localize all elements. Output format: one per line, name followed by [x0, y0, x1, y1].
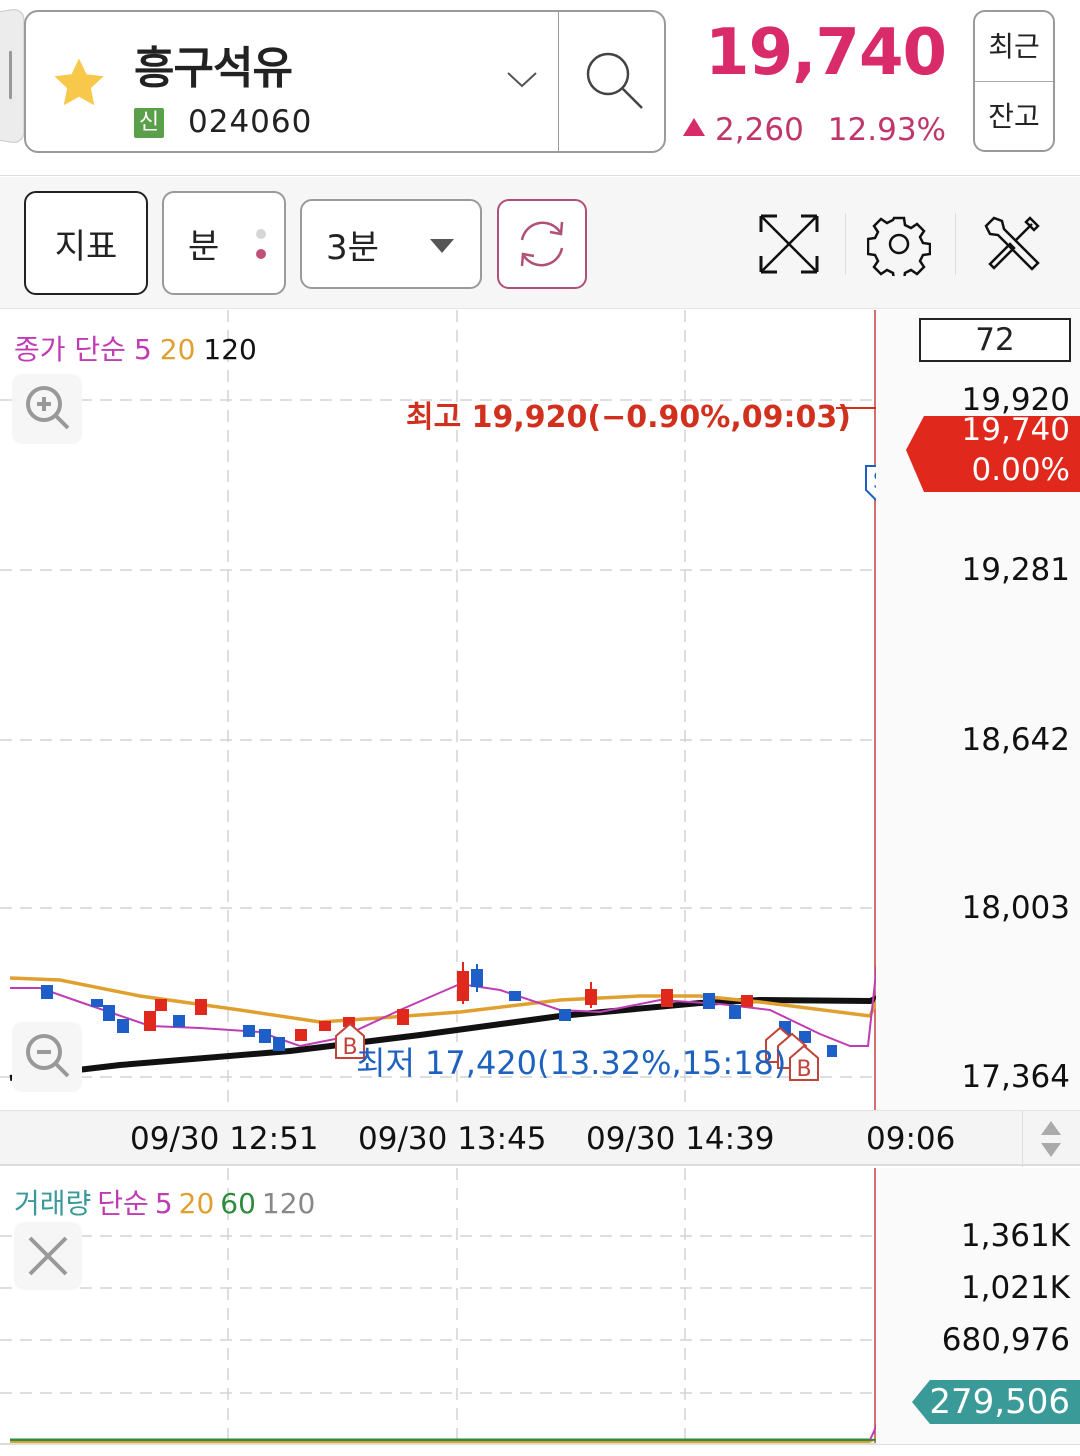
zoom-out-icon [26, 1034, 70, 1078]
y-tick: 19,920 [961, 382, 1070, 418]
current-price-tag-value: 19,740 [961, 412, 1070, 448]
refresh-icon [520, 221, 564, 267]
chart-toolbar: 지표 분 3분 [0, 177, 1080, 309]
y-tick: 18,642 [961, 722, 1070, 758]
expand-icon[interactable] [757, 212, 821, 276]
current-volume-value: 279,506 [929, 1382, 1070, 1422]
volume-legend-ma60: 60 [220, 1187, 256, 1220]
caret-down-icon [430, 239, 454, 253]
volume-legend-prefix: 거래량 [14, 1187, 92, 1220]
price-change: 2,260 12.93% [683, 112, 946, 148]
period-select[interactable]: 3분 [300, 199, 482, 289]
volume-legend-ma120: 120 [261, 1187, 316, 1220]
period-type-button[interactable]: 분 [162, 191, 286, 295]
volume-legend-type: 단순 [97, 1187, 149, 1220]
legend-ma20: 20 [159, 333, 196, 366]
stock-selector[interactable]: 흥구석유 신 024060 [24, 10, 666, 153]
time-label: 09/30 13:45 [358, 1121, 547, 1157]
current-volume-tag: 279,506 [912, 1380, 1080, 1424]
period-select-value: 3분 [326, 227, 379, 268]
zoom-out-button[interactable] [12, 1022, 82, 1092]
star-icon[interactable] [48, 52, 110, 114]
refresh-button[interactable] [497, 199, 587, 289]
header: 흥구석유 신 024060 19,740 2,260 12.93% 최근 잔고 [0, 0, 1080, 176]
legend-ma120: 120 [203, 333, 257, 366]
price-legend[interactable]: 종가 단순 5 20 120 [14, 328, 265, 368]
legend-ma5: 5 [133, 333, 152, 366]
y-tick: 17,364 [961, 1059, 1070, 1095]
volume-legend[interactable]: 거래량 단순 5 20 60 120 [14, 1182, 321, 1222]
volume-legend-ma20: 20 [178, 1187, 215, 1220]
divider [845, 213, 846, 275]
current-price-tag: 19,740 0.00% [906, 408, 1080, 492]
time-label: 09/30 12:51 [130, 1121, 319, 1157]
indicator-button[interactable]: 지표 [24, 191, 148, 295]
page-dots-icon [256, 229, 266, 269]
chevron-down-icon[interactable] [504, 67, 540, 91]
grip-icon [8, 50, 13, 100]
divider [955, 213, 956, 275]
time-label: 09/30 14:39 [586, 1121, 775, 1157]
tools-icon[interactable] [980, 212, 1044, 276]
y-tick: 1,361K [960, 1218, 1070, 1254]
change-percent: 12.93% [827, 112, 946, 148]
y-tick: 18,003 [961, 890, 1070, 926]
buy-marker: B [335, 1022, 365, 1060]
y-tick: 680,976 [941, 1322, 1070, 1358]
zoom-in-icon [26, 386, 70, 430]
candle-count[interactable]: 72 [919, 318, 1071, 362]
change-amount: 2,260 [715, 112, 804, 148]
current-price: 19,740 [705, 16, 947, 90]
stock-name: 흥구석유 [134, 43, 293, 94]
side-drawer-handle[interactable] [0, 7, 25, 145]
low-annotation: 최저 17,420(13.32%,15:18) [356, 1044, 787, 1082]
current-change-tag-value: 0.00% [971, 452, 1070, 488]
legend-prefix: 종가 단순 [14, 333, 126, 366]
volume-legend-ma5: 5 [154, 1187, 173, 1220]
time-axis[interactable]: 09/30 12:51 09/30 13:45 09/30 14:39 09:0… [0, 1110, 1080, 1167]
recent-balance-toggle: 최근 잔고 [973, 10, 1055, 152]
close-icon [28, 1236, 68, 1276]
close-volume-button[interactable] [14, 1222, 82, 1290]
buy-marker: B [789, 1044, 819, 1082]
stock-code: 024060 [188, 104, 313, 140]
svg-text:B: B [796, 1057, 811, 1082]
time-label: 09:06 [866, 1121, 956, 1157]
recent-button[interactable]: 최근 [988, 30, 1040, 63]
y-tick: 1,021K [960, 1270, 1070, 1306]
search-icon[interactable] [580, 48, 650, 118]
balance-button[interactable]: 잔고 [975, 81, 1053, 150]
up-triangle-icon [683, 118, 706, 136]
axis-resize-handle[interactable] [1022, 1111, 1080, 1167]
candles [41, 420, 907, 1057]
period-type-label: 분 [188, 226, 220, 267]
gear-icon[interactable] [867, 212, 931, 276]
y-tick: 19,281 [961, 552, 1070, 588]
market-badge: 신 [134, 108, 164, 138]
divider [558, 12, 559, 151]
svg-text:B: B [342, 1035, 357, 1060]
volume-chart[interactable]: 거래량 단순 5 20 60 120 1,361K 1,021K 680,976 279,… [0, 1168, 1080, 1456]
up-down-arrows-icon [1041, 1121, 1061, 1157]
high-annotation: 최고 19,920(−0.90%,09:03) [406, 400, 851, 435]
zoom-in-button[interactable] [12, 374, 82, 444]
